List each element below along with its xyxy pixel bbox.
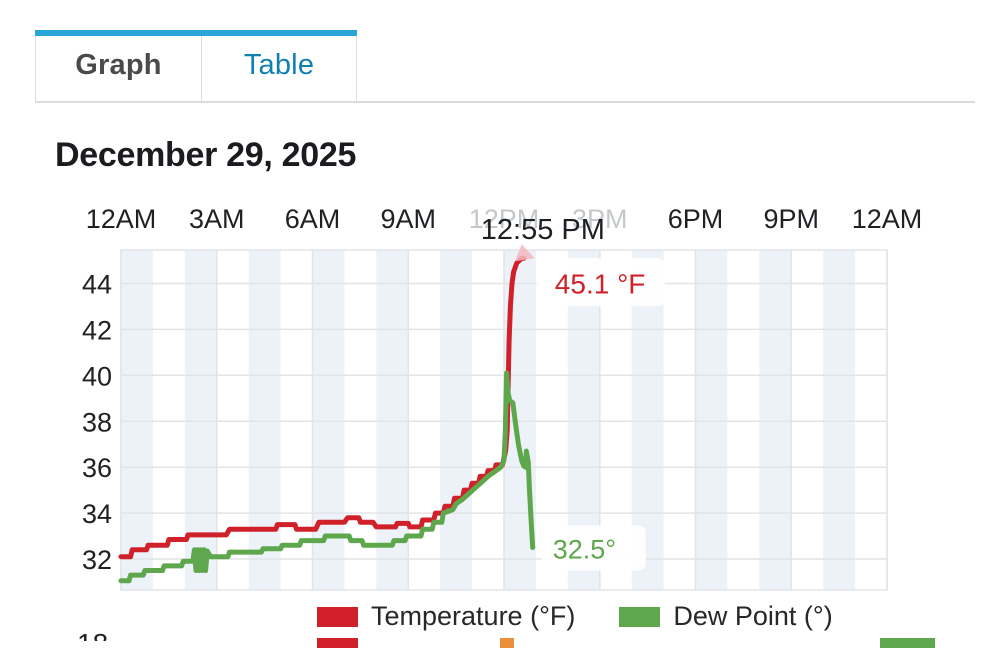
hour-stripe	[695, 250, 728, 590]
clipped-swatch	[500, 638, 514, 648]
y-axis-tick-label: 34	[82, 499, 112, 529]
x-axis-tick-label: 6PM	[668, 204, 724, 234]
temperature-legend-label: Temperature (°F)	[371, 601, 576, 631]
tab-bar: Graph Table	[35, 30, 357, 102]
tab-graph-label: Graph	[75, 49, 162, 81]
next-chart-legend-clipped	[0, 638, 1008, 648]
clipped-swatch	[317, 638, 358, 648]
legend-item-temperature: Temperature (°F)	[317, 601, 575, 632]
temperature-swatch	[317, 606, 358, 627]
hour-stripe	[248, 250, 281, 590]
temperature-value-label: 45.1 °F	[555, 268, 646, 299]
y-axis-tick-label: 32	[82, 545, 112, 575]
dew-point-swatch	[619, 606, 661, 627]
y-axis-tick-label: 44	[82, 270, 112, 300]
dew-point-line	[118, 370, 536, 584]
x-axis-tick-label: 12AM	[86, 204, 157, 234]
y-axis-tick-label: 42	[82, 315, 112, 345]
x-axis-tick-label: 12AM	[852, 204, 923, 234]
clipped-swatch	[880, 638, 935, 648]
temperature-value-box	[536, 258, 665, 307]
dew-point-value-box	[541, 525, 646, 571]
y-axis-tick-label: 40	[82, 361, 112, 391]
tab-accent-bar	[35, 30, 202, 36]
x-axis-tick-label: 3PM	[572, 204, 628, 234]
page-title: December 29, 2025	[55, 136, 357, 174]
hour-stripe	[184, 250, 217, 590]
hour-stripe	[312, 250, 345, 590]
dew-point-legend-label: Dew Point (°)	[673, 601, 833, 631]
y-axis-tick-label: 36	[82, 453, 112, 483]
hour-stripe	[759, 250, 792, 590]
chart-legend: Temperature (°F) Dew Point (°)	[317, 601, 833, 632]
dew-point-value-label: 32.5°	[553, 535, 616, 565]
tab-table-label: Table	[243, 49, 315, 81]
x-axis-tick-label: 9AM	[381, 204, 437, 234]
hour-stripe	[121, 250, 153, 590]
x-axis-tick-label: 6AM	[285, 204, 341, 234]
hover-marker-icon	[514, 244, 535, 262]
tab-graph[interactable]: Graph	[35, 30, 202, 102]
hour-stripe	[823, 250, 856, 590]
hour-stripe	[440, 250, 473, 590]
x-axis-tick-label: 9PM	[764, 204, 820, 234]
hover-time-label: 12:55 PM	[481, 214, 605, 246]
x-axis-tick-label: 3AM	[189, 204, 245, 234]
clipped-next-axis-label: 18	[77, 628, 108, 641]
hour-stripe	[376, 250, 409, 590]
y-axis-tick-label: 38	[82, 407, 112, 437]
tab-bar-divider	[35, 101, 975, 103]
plot-border	[120, 249, 888, 591]
legend-item-dew-point: Dew Point (°)	[619, 601, 833, 632]
x-axis-tick-label: 12PM	[469, 204, 540, 234]
tab-table[interactable]: Table	[201, 30, 357, 102]
tab-accent-bar	[201, 30, 357, 36]
temperature-history-chart[interactable]: 12AM 3AM 6AM 9AM 12PM 3PM 6PM 9PM 12AM 32 34 36 38 40…	[0, 195, 1008, 641]
